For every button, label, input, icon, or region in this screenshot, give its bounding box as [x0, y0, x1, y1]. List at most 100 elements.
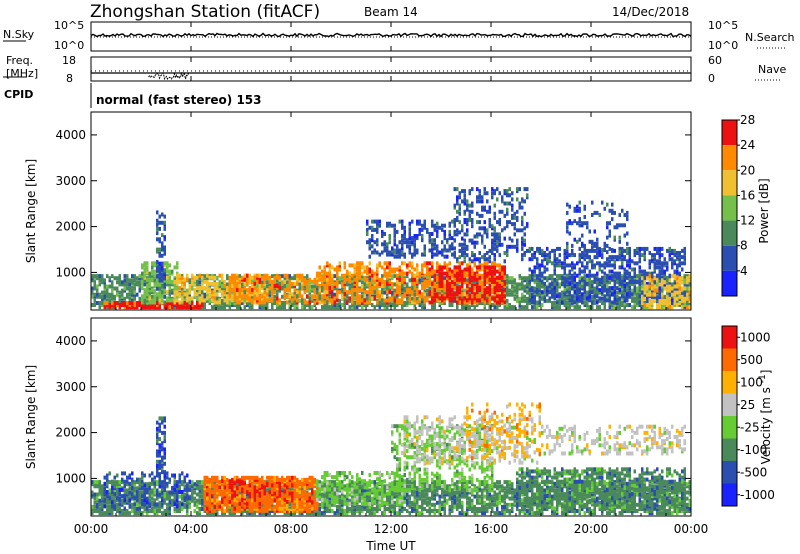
echo-cell — [528, 267, 531, 272]
echo-cell — [601, 200, 604, 205]
echo-cell — [91, 286, 94, 291]
echo-cell — [371, 238, 374, 243]
echo-cell — [398, 277, 401, 282]
echo-cell — [608, 255, 611, 260]
echo-cell — [421, 286, 424, 291]
echo-cell — [433, 273, 436, 278]
echo-cell — [676, 251, 679, 255]
echo-cell — [451, 275, 454, 280]
echo-cell — [211, 281, 214, 286]
echo-cell — [588, 259, 591, 264]
echo-cell — [621, 281, 624, 286]
echo-cell — [256, 284, 259, 288]
echo-cell — [118, 290, 121, 295]
echo-cell — [411, 252, 414, 257]
echo-cell — [286, 284, 289, 289]
echo-cell — [596, 255, 599, 260]
echo-cell — [491, 261, 494, 266]
echo-cell — [106, 298, 109, 303]
echo-cell — [368, 269, 371, 274]
nsky-tick-top: 10^5 — [54, 19, 84, 32]
echo-cell — [616, 286, 619, 291]
echo-cell — [181, 305, 184, 310]
echo-cell — [428, 300, 431, 305]
echo-cell — [483, 230, 486, 235]
echo-cell — [156, 237, 159, 242]
echo-cell — [408, 232, 411, 236]
echo-cell — [533, 255, 536, 260]
echo-cell — [481, 213, 484, 218]
echo-cell — [268, 294, 271, 299]
echo-cell — [501, 290, 504, 295]
echo-cell — [681, 303, 684, 307]
echo-cell — [448, 221, 451, 226]
echo-cell — [688, 292, 691, 297]
echo-cell — [171, 288, 174, 293]
echo-cell — [356, 271, 359, 276]
echo-cell — [611, 286, 614, 291]
echo-cell — [513, 232, 516, 237]
cpid-value: normal (fast stereo) 153 — [96, 93, 262, 107]
echo-cell — [516, 197, 519, 202]
echo-cell — [558, 246, 561, 251]
echo-cell — [591, 305, 594, 310]
echo-cell — [323, 290, 326, 295]
echo-cell — [523, 226, 526, 231]
echo-cell — [413, 300, 416, 305]
echo-cell — [651, 275, 654, 280]
echo-cell — [368, 225, 371, 230]
echo-cell — [158, 251, 161, 256]
echo-cell — [273, 275, 276, 280]
echo-cell — [431, 265, 434, 270]
echo-cell — [506, 193, 509, 198]
echo-cell — [438, 267, 441, 272]
echo-cell — [171, 279, 174, 284]
echo-cell — [516, 246, 519, 251]
echo-cell — [131, 274, 134, 279]
echo-cell — [401, 277, 404, 282]
echo-cell — [473, 244, 476, 249]
echo-cell — [286, 288, 289, 293]
echo-cell — [378, 281, 381, 286]
echo-cell — [318, 277, 321, 282]
echo-cell — [503, 251, 506, 255]
echo-cell — [503, 300, 506, 305]
echo-cell — [548, 298, 551, 303]
echo-cell — [626, 251, 629, 255]
echo-cell — [386, 298, 389, 303]
echo-cell — [436, 221, 439, 226]
echo-cell — [473, 296, 476, 301]
echo-cell — [638, 294, 641, 299]
echo-cell — [683, 294, 686, 299]
echo-cell — [453, 273, 456, 278]
echo-cell — [251, 294, 254, 299]
echo-cell — [253, 275, 256, 280]
echo-cell — [101, 298, 104, 303]
echo-cell — [553, 305, 556, 310]
echo-cell — [473, 263, 476, 268]
echo-cell — [153, 294, 156, 299]
echo-cell — [121, 301, 124, 305]
echo-cell — [431, 300, 434, 305]
echo-cell — [431, 284, 434, 288]
echo-cell — [426, 271, 429, 276]
echo-cell — [498, 288, 501, 293]
echo-cell — [136, 305, 139, 310]
echo-cell — [423, 219, 426, 224]
echo-cell — [576, 239, 579, 244]
echo-cell — [326, 271, 329, 276]
echo-cell — [238, 290, 241, 295]
echo-cell — [261, 294, 264, 299]
echo-cell — [526, 278, 529, 283]
echo-cell — [628, 290, 631, 295]
echo-cell — [566, 255, 569, 260]
echo-cell — [103, 301, 106, 305]
echo-cell — [593, 263, 596, 268]
echo-cell — [578, 269, 581, 274]
echo-cell — [516, 228, 519, 233]
echo-cell — [346, 282, 349, 287]
echo-cell — [313, 279, 316, 284]
echo-cell — [536, 305, 539, 310]
echo-cell — [453, 254, 456, 259]
